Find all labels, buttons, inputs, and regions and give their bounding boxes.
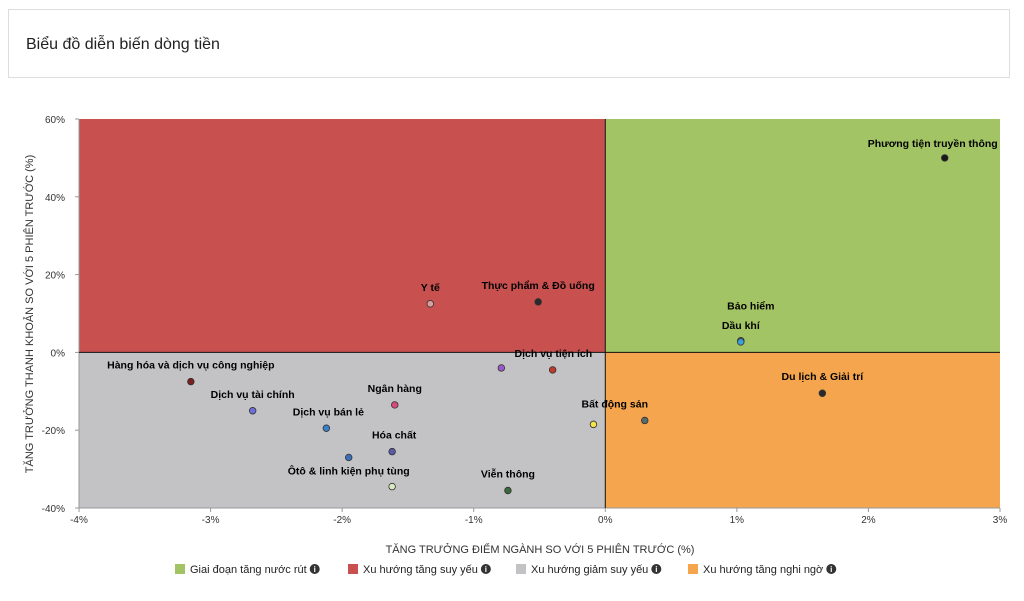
- data-label: Dịch vụ bán lẻ: [293, 406, 364, 418]
- legend-swatch: [348, 564, 358, 574]
- info-icon: [651, 564, 662, 574]
- info-icon-glyph: i: [314, 565, 316, 574]
- x-tick-label: -1%: [465, 515, 483, 526]
- chart-card-header: Biểu đồ diễn biến dòng tiền: [8, 9, 1010, 78]
- y-tick-label: 40%: [45, 193, 65, 204]
- legend-label: Xu hướng tăng suy yếu: [363, 564, 478, 576]
- axes: -4% -3% -2% -1% 0% 1% 2% 3% -40% -20% 0% 20% 40% 60%: [42, 115, 1008, 526]
- data-point: [641, 416, 649, 425]
- data-label: Thực phẩm & Đồ uống: [482, 280, 595, 292]
- data-point: [345, 453, 353, 462]
- data-point: [187, 377, 195, 386]
- quadrant-0: [605, 119, 1000, 353]
- data-point: [248, 407, 257, 415]
- x-tick-label: -2%: [333, 515, 351, 526]
- data-label: Ngân hàng: [368, 383, 422, 395]
- x-tick-label: 3%: [993, 515, 1008, 526]
- data-point: [322, 424, 331, 432]
- info-icon-glyph: i: [830, 565, 832, 574]
- data-label: Dầu khí: [722, 320, 761, 332]
- data-label: Du lịch & Giải trí: [782, 371, 865, 383]
- quadrant-2: [79, 352, 606, 508]
- page-title: Biểu đồ diễn biến dòng tiền: [26, 36, 220, 53]
- data-point: [589, 420, 598, 429]
- y-tick-label: 0%: [51, 348, 66, 359]
- legend-swatch: [688, 564, 698, 574]
- data-point: [388, 447, 396, 456]
- legend: Giai đoạn tăng nước rút i Xu hướng tăng su…: [175, 564, 837, 576]
- legend-swatch: [175, 564, 185, 574]
- quadrant-backgrounds: [79, 119, 1000, 508]
- data-point: [818, 389, 827, 397]
- legend-label: Xu hướng giảm suy yếu: [531, 564, 648, 576]
- data-point: [534, 298, 542, 306]
- legend-swatch: [516, 564, 526, 574]
- info-icon-glyph: i: [655, 565, 657, 574]
- y-axis-title: TĂNG TRƯỞNG THANH KHOẢN SO VỚI 5 PHIÊN T…: [23, 155, 36, 473]
- y-tick-label: 60%: [45, 115, 65, 126]
- data-point: [391, 401, 399, 409]
- info-icon: [826, 564, 837, 574]
- data-label: Dịch vụ tiện ích: [515, 348, 593, 360]
- data-point: [388, 482, 396, 491]
- data-labels: Phương tiện truyền thông Y tế Thực phẩm & …: [107, 138, 998, 481]
- info-icon-glyph: i: [485, 565, 487, 574]
- legend-label: Xu hướng tăng nghi ngờ: [703, 564, 823, 576]
- data-point: [548, 366, 557, 374]
- quadrant-3: [605, 352, 1000, 508]
- data-label: Bảo hiểm: [727, 301, 774, 313]
- data-label: Hóa chất: [372, 430, 417, 442]
- data-point: [426, 300, 434, 308]
- x-tick-label: 1%: [730, 515, 745, 526]
- legend-label: Giai đoạn tăng nước rút: [190, 564, 307, 576]
- data-point: [504, 486, 512, 495]
- data-point: [737, 338, 745, 346]
- x-axis-title: TĂNG TRƯỞNG ĐIỂM NGÀNH SO VỚI 5 PHIÊN TR…: [386, 543, 695, 556]
- data-label: Viễn thông: [481, 467, 535, 480]
- quadrant-1: [79, 119, 606, 353]
- data-points: [187, 154, 949, 495]
- y-tick-label: -40%: [42, 504, 65, 515]
- data-label: Y tế: [421, 282, 440, 294]
- y-tick-label: 20%: [45, 271, 65, 282]
- info-icon: [309, 564, 320, 574]
- data-point: [497, 364, 506, 372]
- data-label: Dịch vụ tài chính: [211, 389, 295, 401]
- data-label: Bất động sản: [581, 398, 648, 410]
- data-label: Ôtô & linh kiện phụ tùng: [288, 464, 410, 477]
- data-point: [941, 154, 949, 162]
- data-label: Phương tiện truyền thông: [868, 138, 998, 150]
- info-icon: [480, 564, 491, 574]
- x-tick-label: -4%: [70, 515, 88, 526]
- x-tick-label: 0%: [598, 515, 613, 526]
- x-tick-label: -3%: [202, 515, 220, 526]
- x-tick-label: 2%: [861, 515, 876, 526]
- y-tick-label: -20%: [42, 426, 65, 437]
- data-label: Hàng hóa và dịch vụ công nghiệp: [107, 360, 274, 372]
